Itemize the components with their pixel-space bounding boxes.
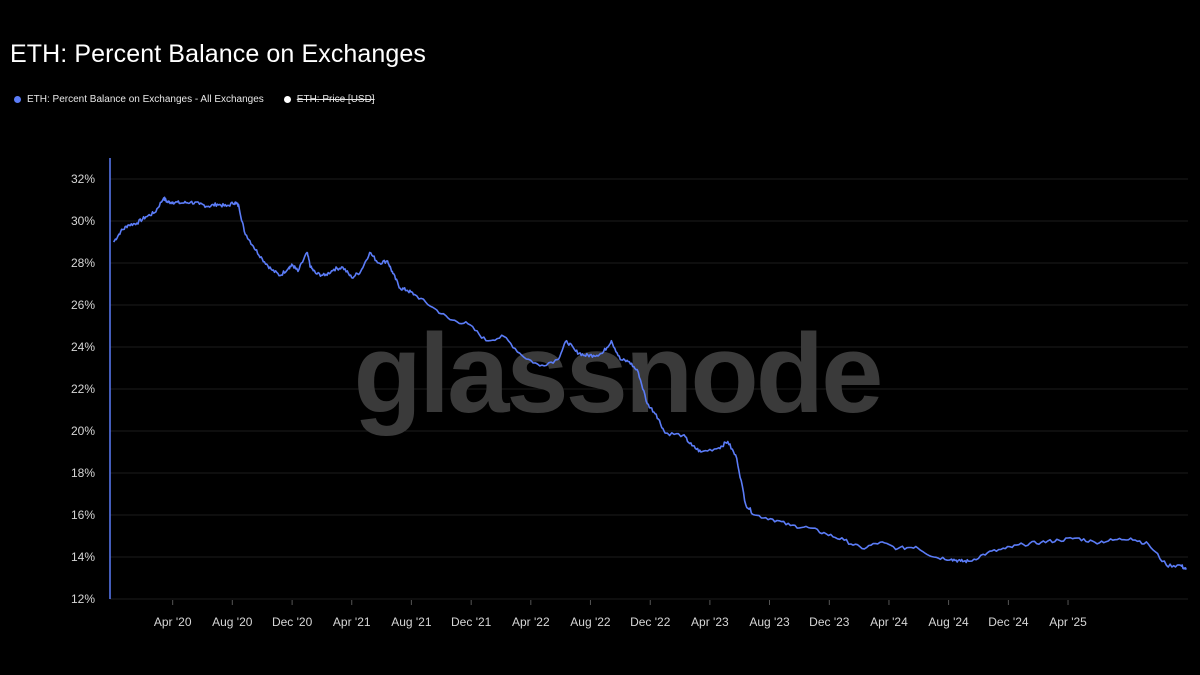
x-tick-label: Aug '21 [391,615,432,629]
chart-legend: ETH: Percent Balance on Exchanges - All … [14,94,395,105]
y-tick-label: 22% [71,382,95,396]
y-tick-label: 28% [71,256,95,270]
x-tick-label: Aug '24 [928,615,969,629]
y-tick-label: 26% [71,298,95,312]
legend-label-price: ETH: Price [USD] [296,94,375,105]
legend-dot-icon [14,96,21,103]
x-tick-label: Dec '22 [630,615,671,629]
y-tick-label: 32% [71,172,95,186]
x-tick-label: Dec '20 [272,615,313,629]
x-tick-label: Apr '21 [333,615,371,629]
x-tick-label: Aug '22 [570,615,611,629]
y-tick-label: 16% [71,508,95,522]
y-tick-label: 14% [71,550,95,564]
chart-title: ETH: Percent Balance on Exchanges [10,40,427,68]
y-tick-label: 24% [71,340,95,354]
glassnode-watermark: glassnode [354,311,881,436]
grid-lines [110,178,1188,600]
x-axis-ticks: Apr '20 Aug '20 Dec '20 Apr '21 Aug '21 Dec '… [154,600,1087,629]
y-tick-label: 20% [71,424,95,438]
legend-item-balance[interactable]: ETH: Percent Balance on Exchanges - All … [14,94,264,105]
y-tick-label: 30% [71,214,95,228]
x-tick-label: Dec '23 [809,615,850,629]
legend-item-price[interactable]: ETH: Price [USD] [283,94,375,105]
series-line-balance[interactable] [112,196,1187,570]
y-tick-label: 12% [71,592,95,606]
x-tick-label: Apr '22 [512,615,550,629]
y-axis-ticks: 32% 30% 28% 26% 24% 22% 20% 18% 16% 14% 12% [71,172,95,606]
x-tick-label: Dec '24 [988,615,1029,629]
x-tick-label: Apr '23 [691,615,729,629]
y-tick-label: 18% [71,466,95,480]
legend-label-balance: ETH: Percent Balance on Exchanges - All … [27,94,264,105]
legend-dot-icon [283,96,291,103]
x-tick-label: Apr '20 [154,615,192,629]
x-tick-label: Aug '20 [212,615,253,629]
x-tick-label: Dec '21 [451,615,492,629]
x-tick-label: Aug '23 [749,615,790,629]
x-tick-label: Apr '24 [870,615,908,629]
x-tick-label: Apr '25 [1049,615,1087,629]
